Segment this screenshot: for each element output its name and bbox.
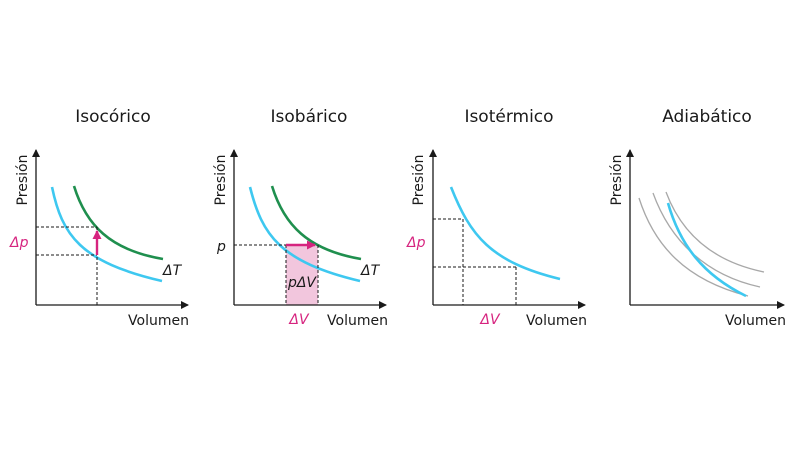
y-axis-label: Presión bbox=[411, 155, 427, 206]
delta-v-label: ΔV bbox=[479, 312, 501, 328]
panel-adiabatic: Adiabático Presión Volumen bbox=[609, 107, 786, 329]
panel-title: Isotérmico bbox=[464, 107, 553, 127]
x-axis-label: Volumen bbox=[327, 313, 388, 329]
isotherm-grey bbox=[665, 191, 765, 273]
adiabat bbox=[666, 202, 747, 298]
panel-title: Isocórico bbox=[75, 107, 150, 127]
panel-isochoric: Isocórico Presión Volumen Δp ΔT bbox=[9, 107, 189, 329]
delta-v-label: ΔV bbox=[288, 312, 310, 328]
delta-p-label: Δp bbox=[9, 235, 29, 251]
delta-t-label: ΔT bbox=[360, 263, 381, 279]
isotherm-low bbox=[50, 186, 163, 283]
isotherm-high bbox=[270, 185, 362, 261]
isotherm-high bbox=[72, 185, 164, 261]
panel-isothermal: Isotérmico Presión Volumen Δp ΔV bbox=[406, 107, 587, 329]
x-axis-label: Volumen bbox=[128, 313, 189, 329]
x-axis-label: Volumen bbox=[526, 313, 587, 329]
x-axis-label: Volumen bbox=[725, 313, 786, 329]
delta-t-label: ΔT bbox=[162, 263, 183, 279]
work-label: pΔV bbox=[287, 275, 317, 291]
p-label: p bbox=[216, 239, 226, 255]
y-axis-label: Presión bbox=[609, 155, 625, 206]
panel-title: Adiabático bbox=[662, 107, 752, 127]
delta-p-label: Δp bbox=[406, 235, 426, 251]
y-axis-label: Presión bbox=[15, 155, 31, 206]
y-axis-label: Presión bbox=[213, 155, 229, 206]
panel-isobaric: Isobárico Presión Volumen p pΔV ΔV ΔT bbox=[213, 107, 388, 329]
panel-title: Isobárico bbox=[271, 107, 348, 127]
isotherm bbox=[449, 186, 561, 281]
isotherm-grey bbox=[638, 197, 749, 297]
